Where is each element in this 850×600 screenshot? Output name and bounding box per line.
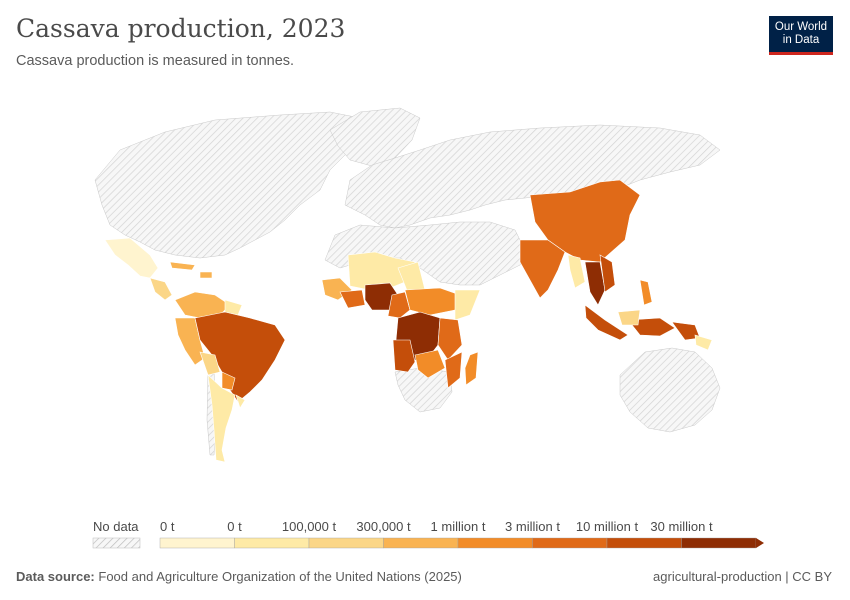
country-vietnam-laos[interactable]: [599, 254, 616, 293]
country-myanmar[interactable]: [567, 254, 586, 289]
country-thailand[interactable]: [584, 261, 606, 306]
logo-line-2: in Data: [782, 34, 820, 46]
region-north-america[interactable]: [94, 111, 373, 259]
country-central-america[interactable]: [149, 277, 173, 301]
country-bolivia[interactable]: [199, 351, 221, 376]
footer-source: Data source: Food and Agriculture Organi…: [16, 569, 462, 584]
chart-title: Cassava production, 2023: [16, 14, 346, 43]
source-label: Data source:: [16, 569, 95, 584]
chart-subtitle: Cassava production is measured in tonnes…: [16, 53, 295, 69]
country-timor-east[interactable]: [694, 334, 713, 351]
country-indonesia-east[interactable]: [627, 317, 676, 337]
region-europe-russia[interactable]: [344, 124, 721, 229]
country-philippines[interactable]: [639, 279, 653, 306]
country-ethiopia-somalia[interactable]: [454, 289, 481, 321]
data-regions: [104, 179, 713, 463]
country-indonesia-borneo[interactable]: [617, 309, 641, 326]
country-argentina[interactable]: [207, 374, 236, 463]
country-paraguay[interactable]: [221, 371, 236, 391]
country-indonesia-west[interactable]: [584, 304, 629, 341]
country-cuba[interactable]: [169, 261, 196, 271]
country-tanzania-region[interactable]: [437, 317, 463, 361]
country-mozambique[interactable]: [444, 351, 463, 389]
owid-logo[interactable]: Our World in Data: [769, 16, 833, 55]
country-cameroon[interactable]: [387, 291, 411, 319]
country-india[interactable]: [519, 239, 566, 299]
country-haiti-dr[interactable]: [199, 271, 213, 279]
country-zambia-malawi[interactable]: [414, 349, 446, 379]
country-angola[interactable]: [392, 339, 416, 373]
region-greenland[interactable]: [329, 107, 421, 167]
country-uruguay[interactable]: [235, 394, 246, 409]
source-text[interactable]: Food and Agriculture Organization of the…: [98, 569, 462, 584]
region-australia[interactable]: [619, 347, 721, 433]
country-sudan-region[interactable]: [404, 287, 461, 316]
no-data-regions: [94, 107, 721, 456]
country-cote-divoire-ghana[interactable]: [339, 289, 366, 309]
footer-attribution[interactable]: agricultural-production | CC BY: [653, 569, 832, 584]
logo-line-1: Our World: [774, 21, 828, 33]
country-madagascar[interactable]: [464, 351, 479, 386]
